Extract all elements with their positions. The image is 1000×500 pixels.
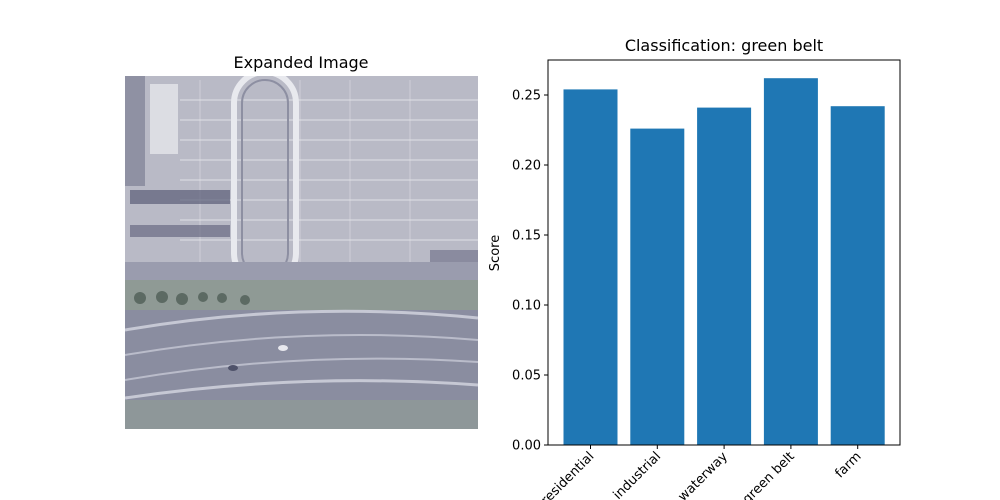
y-tick-label: 0.15 [512, 229, 541, 244]
image-title: Expanded Image [233, 53, 368, 72]
y-tick-label: 0.00 [512, 439, 541, 454]
y-axis: 0.00 0.05 0.10 0.15 0.20 0.25 [512, 89, 548, 454]
bar-green-belt [763, 78, 818, 445]
bars [563, 78, 885, 446]
bar-residential [563, 89, 618, 446]
x-tick-label: green belt [740, 449, 798, 500]
x-axis: residential industrial waterway green belt f… [538, 445, 865, 500]
y-tick-label: 0.20 [512, 159, 541, 174]
chart-title: Classification: green belt [625, 36, 823, 55]
bar-industrial [630, 128, 685, 445]
plot-area: 0.00 0.05 0.10 0.15 0.20 0.25 residential indu… [512, 59, 901, 500]
bar-waterway [697, 107, 752, 445]
x-tick-label: residential [538, 449, 597, 500]
x-tick-label: industrial [611, 449, 665, 500]
y-axis-label: Score [488, 235, 503, 271]
y-tick-label: 0.10 [512, 299, 541, 314]
x-tick-label: farm [832, 449, 864, 481]
aerial-image [125, 76, 478, 429]
bar-farm [830, 106, 885, 445]
y-tick-label: 0.25 [512, 89, 541, 104]
y-tick-label: 0.05 [512, 369, 541, 384]
x-tick-label: waterway [676, 449, 732, 500]
